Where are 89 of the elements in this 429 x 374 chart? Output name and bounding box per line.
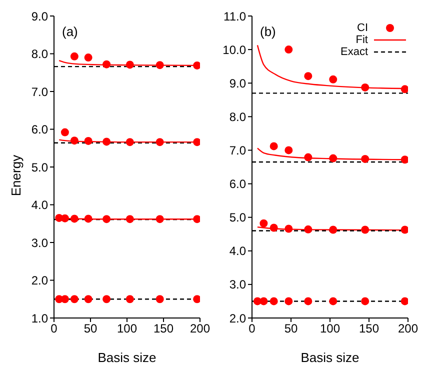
point: [84, 295, 92, 304]
point: [304, 72, 312, 80]
y-tick-label: 10.0: [222, 42, 246, 57]
y-tick-label: 6.0: [31, 122, 48, 137]
x-tick-label: 100: [320, 322, 340, 336]
point: [102, 138, 111, 146]
point: [156, 138, 164, 146]
x-tick-label: 100: [116, 322, 138, 336]
point: [70, 295, 78, 304]
y-tick-label: 1.0: [31, 311, 48, 326]
point: [84, 214, 92, 223]
y-tick-label: 11.0: [224, 9, 246, 24]
point: [193, 215, 200, 224]
x-tick-label: 150: [358, 322, 380, 336]
y-tick-label: 6.0: [229, 177, 246, 192]
point: [270, 142, 278, 150]
y-tick-label: 4.0: [31, 198, 48, 212]
point: [270, 297, 278, 306]
point: [361, 226, 370, 234]
point: [193, 138, 200, 146]
point: [126, 138, 134, 146]
point: [329, 226, 338, 234]
annotation: (b): [260, 24, 276, 39]
x-tick-label: 150: [153, 322, 174, 336]
point: [400, 226, 408, 234]
x-tick-label: 0: [50, 322, 58, 336]
point: [102, 295, 111, 304]
point: [60, 295, 69, 304]
point: [260, 219, 268, 228]
point: [400, 156, 408, 164]
point: [126, 295, 134, 304]
point: [361, 154, 370, 163]
point: [102, 215, 111, 224]
y-tick-label: 9.0: [229, 76, 246, 90]
point: [156, 61, 164, 70]
point: [361, 83, 370, 92]
point: [361, 297, 370, 306]
x-tick-label: 50: [84, 322, 98, 336]
y-tick-label: 3.0: [31, 236, 48, 250]
x-axis-title: Basis size: [300, 350, 360, 365]
y-tick-label: 7.0: [229, 143, 246, 158]
point: [329, 75, 338, 84]
point: [284, 46, 293, 54]
y-tick-label: 5.0: [31, 160, 48, 174]
y-tick-label: 8.0: [229, 110, 246, 124]
point: [70, 214, 78, 223]
x-axis-title: Basis size: [98, 350, 156, 365]
y-tick-label: 2.0: [31, 274, 48, 288]
point: [193, 61, 200, 70]
annotation: (a): [62, 24, 78, 39]
point: [60, 128, 69, 136]
point: [284, 146, 293, 154]
point: [400, 85, 408, 94]
x-tick-label: 50: [284, 322, 298, 336]
point: [400, 297, 408, 306]
y-axis-title: Energy: [8, 154, 24, 198]
y-tick-label: 7.0: [31, 84, 48, 99]
point: [193, 295, 200, 304]
legend-label: CI: [357, 22, 368, 34]
point: [84, 136, 92, 145]
point: [156, 215, 164, 224]
point: [270, 224, 278, 232]
point: [156, 295, 164, 304]
point: [329, 297, 338, 306]
point: [284, 297, 293, 306]
y-tick-label: 9.0: [31, 9, 48, 24]
point: [102, 60, 111, 68]
y-tick-label: 8.0: [31, 47, 48, 62]
point: [329, 154, 338, 162]
y-tick-label: 3.0: [229, 278, 246, 292]
legend-label: Fit: [356, 34, 368, 46]
point: [284, 224, 293, 233]
point: [60, 214, 69, 222]
point: [126, 215, 134, 224]
point: [304, 297, 312, 306]
point: [70, 52, 78, 60]
y-tick-label: 2.0: [229, 311, 246, 326]
y-tick-label: 5.0: [229, 210, 246, 225]
point: [304, 225, 312, 234]
y-tick-label: 4.0: [229, 244, 246, 258]
point: [84, 54, 92, 62]
point: [304, 153, 312, 162]
x-tick-label: 200: [190, 322, 210, 336]
x-tick-label: 200: [398, 322, 418, 336]
point: [260, 297, 268, 306]
point: [70, 136, 78, 145]
x-tick-label: 0: [248, 322, 256, 336]
point: [126, 60, 134, 69]
legend-label: Exact: [340, 46, 368, 58]
